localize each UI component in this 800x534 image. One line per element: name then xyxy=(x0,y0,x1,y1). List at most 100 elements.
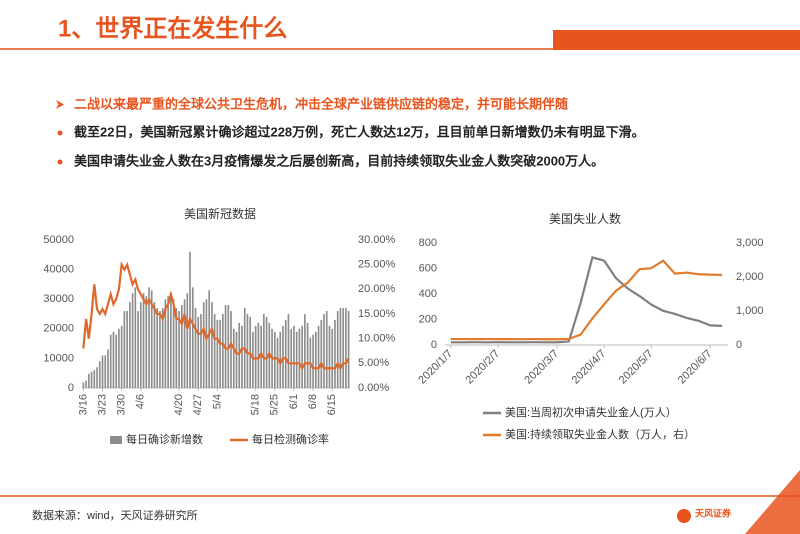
bar xyxy=(164,299,167,388)
header-block xyxy=(553,30,800,50)
x-tick-label: 3/30 xyxy=(116,394,128,415)
x-tick-label: 4/6 xyxy=(135,394,147,409)
bar xyxy=(150,290,153,388)
x-tick-label: 6/1 xyxy=(288,394,300,409)
line xyxy=(450,259,723,341)
bar xyxy=(295,331,298,388)
bar xyxy=(314,331,317,388)
y2-tick-label: 20.00% xyxy=(358,283,396,295)
bar xyxy=(118,328,120,388)
bullet-arrow xyxy=(56,100,64,109)
bar xyxy=(148,287,150,388)
bar xyxy=(145,296,148,388)
y2-tick-label: 3,000 xyxy=(736,237,764,249)
x-tick-label: 6/15 xyxy=(326,394,338,415)
y-tick-label: 800 xyxy=(419,237,437,249)
bar xyxy=(257,322,260,388)
bar xyxy=(263,314,265,388)
bar xyxy=(334,319,336,388)
bullet-text: 二战以来最严重的全球公共卫生危机，冲击全球产业链供应链的稳定，并可能长期伴随 xyxy=(74,96,568,111)
x-tick-label: 2020/1/7 xyxy=(416,348,455,387)
y-tick-label: 600 xyxy=(419,262,437,274)
bullet-dot xyxy=(57,159,63,165)
legend-label: 每日检测确诊率 xyxy=(252,432,329,446)
y2-tick-label: 1,000 xyxy=(736,305,764,317)
bar xyxy=(107,349,109,388)
y-tick-label: 10000 xyxy=(43,352,74,364)
y-tick-label: 400 xyxy=(419,288,437,300)
y2-tick-label: 25.00% xyxy=(358,259,396,271)
y2-tick-label: 5.00% xyxy=(358,357,389,369)
bar xyxy=(194,308,197,388)
bar xyxy=(265,316,268,388)
x-tick-label: 6/8 xyxy=(307,394,319,409)
bar xyxy=(279,331,282,388)
x-tick-label: 3/23 xyxy=(96,394,108,415)
bar xyxy=(191,287,194,388)
footer-source: 数据来源：wind，天风证券研究所 xyxy=(32,508,198,522)
logo-text: 天风证券 xyxy=(695,507,732,518)
bar xyxy=(252,331,254,388)
bar xyxy=(98,361,101,388)
bar xyxy=(273,331,276,388)
legend-label: 美国:当周初次申请失业金人(万人） xyxy=(505,405,677,419)
logo-mark xyxy=(677,509,691,523)
bar xyxy=(254,325,257,388)
bar xyxy=(339,308,342,388)
bar xyxy=(156,308,159,388)
bar xyxy=(180,305,183,388)
bar xyxy=(175,308,178,388)
x-tick-label: 2020/4/7 xyxy=(570,348,609,387)
y-tick-label: 20000 xyxy=(43,323,74,335)
y-tick-label: 50000 xyxy=(43,234,74,246)
x-tick-label: 5/18 xyxy=(250,394,262,415)
bar xyxy=(230,311,232,388)
chart-title: 美国新冠数据 xyxy=(184,206,256,221)
bar xyxy=(241,325,243,388)
bar xyxy=(325,311,328,388)
bar xyxy=(183,299,186,388)
bar xyxy=(131,293,134,388)
bar xyxy=(290,328,293,388)
bar xyxy=(139,302,142,388)
line xyxy=(82,261,350,371)
bar xyxy=(112,331,115,388)
y2-tick-label: 30.00% xyxy=(358,234,396,246)
y2-tick-label: 10.00% xyxy=(358,333,396,345)
bar xyxy=(216,319,219,388)
bar xyxy=(115,334,118,388)
x-tick-label: 2020/6/7 xyxy=(676,348,715,387)
bar xyxy=(178,311,180,388)
bar xyxy=(293,325,295,388)
bar xyxy=(167,296,169,388)
bar xyxy=(88,373,90,388)
bar xyxy=(96,367,98,388)
bar xyxy=(276,337,279,388)
x-tick-label: 3/16 xyxy=(77,394,89,415)
y-tick-label: 30000 xyxy=(43,293,74,305)
x-tick-label: 2020/3/7 xyxy=(522,348,561,387)
bar xyxy=(219,319,221,388)
bar xyxy=(345,308,347,388)
bar xyxy=(82,382,85,388)
bar xyxy=(205,299,208,388)
bar xyxy=(347,311,350,388)
y-tick-label: 40000 xyxy=(43,264,74,276)
bar xyxy=(298,328,301,388)
bar xyxy=(232,328,235,388)
x-tick-label: 4/20 xyxy=(173,394,185,415)
y2-tick-label: 0 xyxy=(736,339,742,351)
footer-corner xyxy=(745,470,800,534)
legend-swatch xyxy=(110,436,122,444)
bar xyxy=(238,322,241,388)
bar xyxy=(120,325,123,388)
bar xyxy=(222,314,224,388)
bar xyxy=(172,299,175,388)
y2-tick-label: 15.00% xyxy=(358,308,396,320)
bar xyxy=(186,293,189,388)
bar xyxy=(104,355,107,388)
bar xyxy=(123,311,126,388)
bar xyxy=(200,314,202,388)
chart-title: 美国失业人数 xyxy=(549,211,621,226)
